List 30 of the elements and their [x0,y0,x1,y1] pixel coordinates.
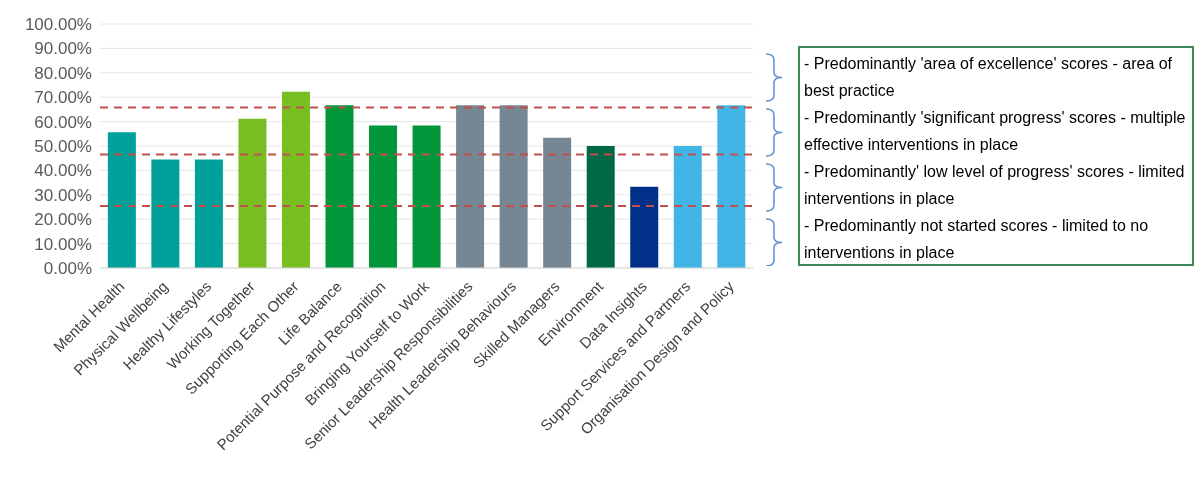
bar [412,125,441,268]
y-tick-label: 0.00% [43,259,92,279]
y-tick-label: 10.00% [34,234,92,254]
y-tick-label: 40.00% [34,161,92,181]
bar [586,146,615,268]
bar [673,146,702,268]
y-tick-label: 60.00% [34,112,92,132]
y-tick-label: 20.00% [34,210,92,230]
text: - Predominantly 'significant progress' scores - multiple effective interventions in place [804,108,1187,155]
y-tick-label: 90.00% [34,39,92,59]
y-tick-label: 100.00% [24,15,92,35]
bar [194,159,223,268]
bar [281,91,310,268]
bar [630,186,659,268]
bar [456,105,485,268]
y-tick-label: 70.00% [34,88,92,108]
y-tick-label: 80.00% [34,63,92,83]
bar [107,132,136,268]
bar [543,137,572,268]
y-tick-label: 50.00% [34,137,92,157]
text: - Predominantly not started scores - limited to no interventions in place [804,216,1150,263]
bar [717,105,746,268]
bar [151,159,180,268]
y-tick-label: 30.00% [34,185,92,205]
text: - Predominantly' low level of progress' scores - limited interventions in place [804,162,1186,209]
bar [325,105,354,268]
bar [238,118,267,268]
bar [499,105,528,268]
text: - Predominantly 'area of excellence' scores - area of best practice [804,54,1174,101]
bar [369,125,398,268]
